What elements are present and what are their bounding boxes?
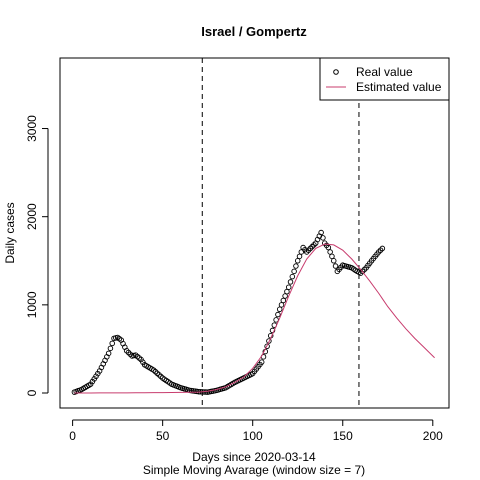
point [361, 266, 368, 273]
point [278, 302, 285, 308]
y-axis-label: Daily cases [3, 202, 17, 263]
point [287, 279, 294, 285]
point [127, 351, 133, 357]
point [377, 247, 384, 253]
point [296, 253, 303, 260]
x-tick-label: 50 [156, 429, 170, 443]
point [325, 244, 332, 251]
point [305, 247, 312, 253]
line [74, 243, 435, 394]
point [105, 350, 112, 357]
point [275, 311, 281, 318]
point [327, 249, 333, 255]
point [266, 338, 272, 344]
x-tick-label: 100 [243, 429, 263, 443]
point [293, 263, 299, 269]
point [123, 347, 130, 354]
point [289, 273, 296, 280]
legend-symbol [333, 69, 339, 75]
point [318, 229, 324, 236]
legend-label: Real value [356, 65, 413, 79]
point [125, 349, 132, 356]
point [330, 258, 337, 264]
point [379, 245, 386, 252]
x-tick-label: 150 [333, 429, 353, 443]
chart-title: Israel / Gompertz [201, 24, 307, 39]
point [264, 343, 270, 350]
point [107, 345, 114, 352]
point [280, 297, 287, 304]
point [320, 235, 326, 241]
y-tick-label: 1000 [25, 291, 39, 318]
point [294, 258, 301, 264]
point [109, 340, 115, 347]
point [282, 293, 288, 299]
x-tick-label: 0 [69, 429, 76, 443]
legend-label: Estimated value [356, 80, 442, 94]
y-tick-label: 0 [25, 389, 39, 396]
point [311, 242, 317, 248]
x-axis-label: Days since 2020-03-14 [192, 450, 316, 464]
point [291, 268, 297, 275]
y-tick-label: 3000 [25, 115, 39, 142]
point [276, 306, 283, 313]
point [332, 263, 339, 269]
point [284, 288, 290, 295]
point [309, 243, 315, 250]
point [258, 359, 265, 365]
point [285, 284, 292, 290]
x-tick-label: 200 [423, 429, 443, 443]
point [269, 327, 276, 334]
y-tick-label: 2000 [25, 203, 39, 230]
point [307, 245, 314, 252]
x-axis-label: Simple Moving Avarage (window size = 7) [143, 463, 365, 477]
point [303, 249, 310, 255]
point [359, 268, 366, 275]
legend-box [319, 57, 450, 101]
plot-frame [59, 57, 450, 409]
point [376, 249, 382, 255]
point [329, 253, 335, 260]
